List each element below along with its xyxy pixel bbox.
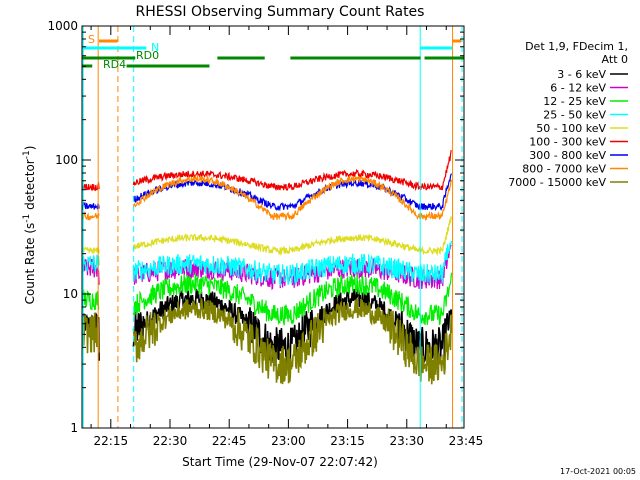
x-tick-label: 23:15 [330,434,365,448]
y-axis-label-part: detector [23,159,37,214]
y-tick-label: 1 [70,421,78,435]
bar-label-rd0: RD0 [136,49,159,62]
generation-timestamp: 17-Oct-2021 00:05 [560,467,636,476]
legend-entry-label: 100 - 300 keV [529,136,606,149]
legend-entry-label: 6 - 12 keV [550,82,606,95]
x-tick-label: 22:45 [212,434,247,448]
y-axis-label-part: ) [23,146,37,151]
x-tick-label: 23:00 [271,434,306,448]
legend-entry-label: 50 - 100 keV [536,122,606,135]
series-line-100-300-kev [82,149,452,192]
bar-label-s: S [88,33,95,46]
series-line-50-100-kev [82,216,453,256]
legend-entry-label: 7000 - 15000 keV [508,176,606,189]
legend-entry-label: 25 - 50 keV [543,109,606,122]
y-tick-label: 100 [55,153,78,167]
legend-entry-label: 300 - 800 keV [529,149,606,162]
legend-entry-label: 12 - 25 keV [543,95,606,108]
y-tick-label: 10 [63,287,78,301]
x-tick-label: 22:15 [94,434,129,448]
chart-title: RHESSI Observing Summary Count Rates [136,4,425,20]
legend-entry-label: 3 - 6 keV [557,68,606,81]
y-axis-label: Count Rate (s-1 detector-1) [22,146,37,305]
y-axis-label-part: -1 [22,150,32,159]
y-tick-label: 1000 [47,19,78,33]
x-tick-label: 22:30 [153,434,188,448]
series-line-12-25-kev [82,272,453,326]
legend-entry-label: 800 - 7000 keV [522,163,606,176]
legend-header-line: Att 0 [602,53,628,66]
y-axis-label-part: Count Rate (s [23,223,37,305]
series-line-25-50-kev [82,240,453,287]
y-axis-label-part: -1 [22,214,32,223]
legend-header-line: Det 1,9, FDecim 1, [525,40,628,53]
series-line-7000-15000-kev [82,298,453,385]
plot-frame [81,25,465,429]
bar-label-n: N [151,41,159,54]
bar-label-rd4: RD4 [103,58,126,71]
x-tick-label: 23:45 [449,434,484,448]
x-axis-label: Start Time (29-Nov-07 22:07:42) [182,455,378,469]
x-tick-label: 23:30 [389,434,424,448]
